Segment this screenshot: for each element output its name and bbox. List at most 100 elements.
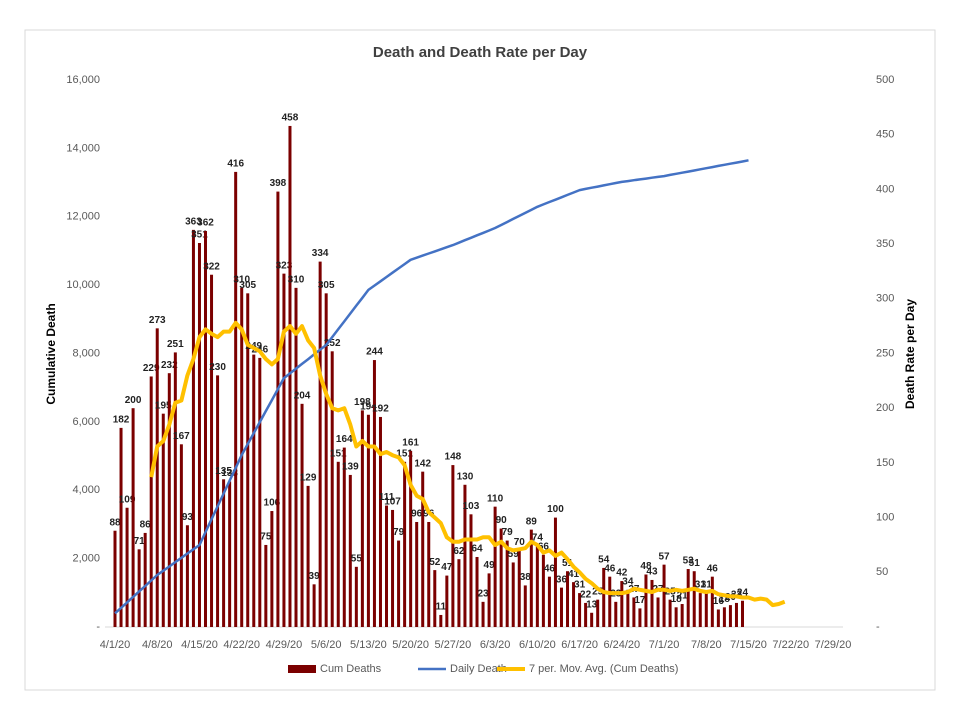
data-label: 273 (149, 315, 166, 326)
data-label: 47 (441, 562, 453, 573)
bar (584, 602, 588, 627)
data-label: 53 (683, 556, 695, 567)
data-label: 62 (453, 546, 465, 557)
data-label: 24 (737, 587, 749, 598)
bar (397, 540, 401, 627)
data-label: 21 (677, 591, 689, 602)
data-label: 398 (270, 178, 287, 189)
bar (125, 507, 129, 627)
x-tick-label: 4/22/20 (223, 639, 260, 651)
data-label: 110 (487, 493, 504, 504)
bar (541, 554, 545, 627)
bar (596, 599, 600, 627)
bar (415, 521, 419, 627)
bar (710, 576, 714, 627)
bar (451, 465, 455, 627)
bar (391, 509, 395, 627)
data-label: 46 (544, 563, 556, 574)
data-label: 305 (239, 280, 256, 291)
data-label: 229 (143, 363, 160, 374)
bar (734, 602, 738, 627)
y2-tick-label: 300 (876, 293, 894, 305)
y2-tick-label: 350 (876, 238, 894, 250)
data-label: 161 (402, 438, 419, 449)
bar (354, 566, 358, 627)
data-label: 107 (384, 497, 401, 508)
data-label: 52 (429, 557, 441, 568)
data-label: 182 (113, 415, 130, 426)
bar (427, 521, 431, 627)
data-label: 322 (203, 261, 220, 272)
line (149, 320, 786, 608)
data-label: 16 (713, 596, 725, 607)
y-tick-label: 16,000 (66, 74, 100, 86)
y2-tick-label: 500 (876, 74, 894, 86)
data-label: 79 (502, 527, 514, 538)
data-label: 49 (484, 560, 496, 571)
bar (608, 576, 612, 627)
bar (578, 593, 582, 627)
data-label: 458 (282, 113, 299, 124)
bar (505, 540, 509, 627)
bar (270, 511, 274, 627)
bar (680, 604, 684, 627)
bar (204, 230, 208, 628)
data-label: 51 (562, 558, 574, 569)
bar (252, 354, 256, 627)
bar (704, 593, 708, 627)
data-label: 18 (671, 594, 683, 605)
y-tick-label: 6,000 (72, 416, 100, 428)
data-label: 36 (556, 574, 568, 585)
data-label: 86 (140, 520, 152, 531)
bar (590, 612, 594, 627)
data-label: 142 (414, 458, 431, 469)
bar (294, 287, 298, 627)
bar (566, 571, 570, 627)
data-label: 167 (173, 431, 190, 442)
bar (191, 229, 195, 628)
data-label: 252 (324, 338, 341, 349)
data-label: 204 (294, 390, 311, 401)
legend-label: Cum Deaths (320, 663, 382, 675)
bar (686, 569, 690, 627)
bar (197, 243, 201, 628)
bar (463, 484, 467, 627)
data-label: 25 (592, 586, 604, 597)
y2-axis-title: Death Rate per Day (903, 299, 917, 409)
data-label: 70 (514, 537, 526, 548)
data-label: 133 (221, 468, 238, 479)
data-label: 55 (351, 553, 363, 564)
data-label: 66 (538, 541, 550, 552)
data-label: 41 (568, 569, 580, 580)
data-label: 135 (215, 466, 232, 477)
bar (143, 532, 147, 627)
bar (572, 582, 576, 627)
data-label: 194 (360, 401, 377, 412)
data-label: 46 (707, 563, 719, 574)
data-label: 54 (598, 555, 610, 566)
y2-tick-label: 200 (876, 402, 894, 414)
data-label: 334 (312, 248, 329, 259)
bar (529, 529, 533, 627)
data-label: 305 (318, 280, 335, 291)
data-label: 13 (586, 599, 598, 610)
data-label: 57 (658, 551, 670, 562)
data-label: 130 (457, 471, 474, 482)
bar (342, 447, 346, 627)
data-label: 11 (436, 602, 447, 613)
legend-swatch (288, 665, 316, 673)
x-tick-label: 4/8/20 (142, 639, 173, 651)
bar (366, 414, 370, 627)
bar (674, 607, 678, 627)
x-tick-label: 7/29/20 (815, 639, 852, 651)
bar (439, 614, 443, 627)
bar (258, 357, 262, 627)
y2-tick-label: 150 (876, 457, 894, 469)
x-tick-label: 6/3/20 (480, 639, 511, 651)
data-label: 310 (233, 275, 250, 286)
x-tick-label: 6/10/20 (519, 639, 556, 651)
data-label: 90 (496, 515, 508, 526)
bar (228, 481, 232, 627)
data-label: 139 (342, 462, 359, 473)
bar (276, 191, 280, 627)
